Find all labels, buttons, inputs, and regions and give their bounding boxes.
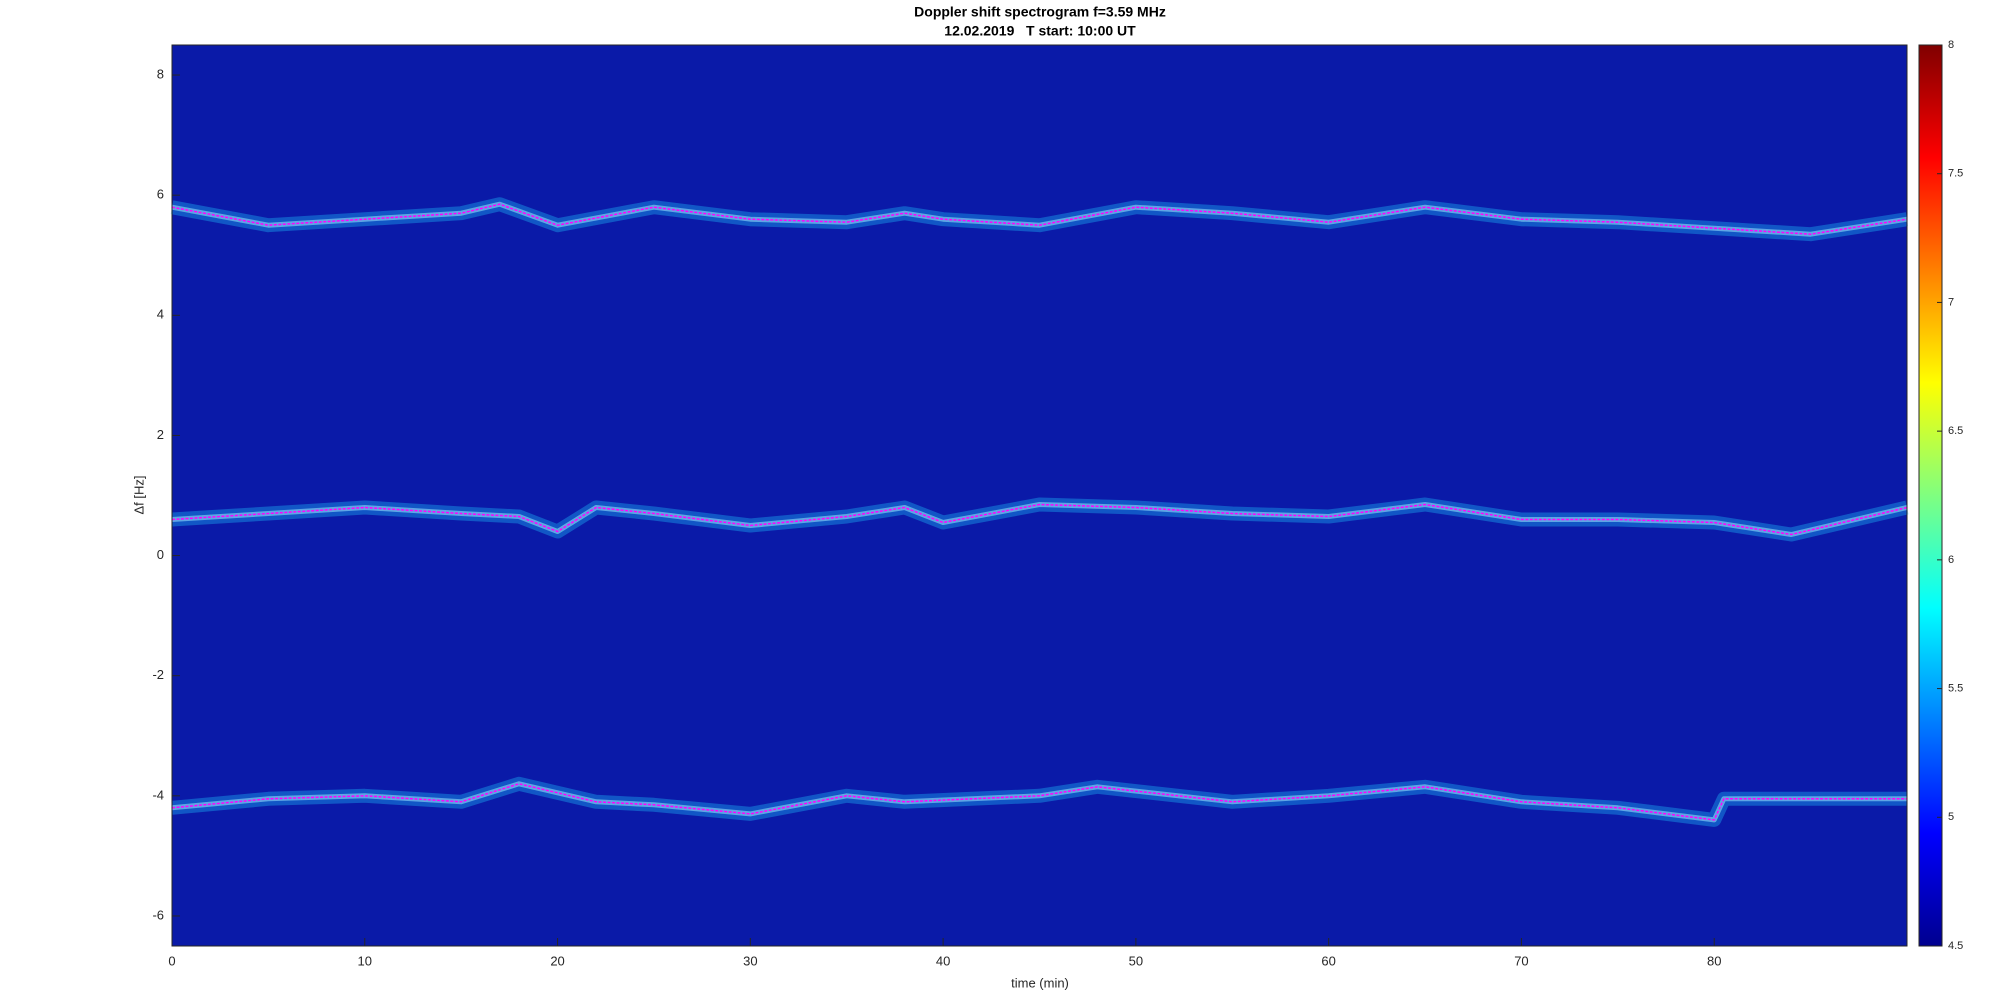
chart-title: Doppler shift spectrogram f=3.59 MHz xyxy=(914,4,1166,20)
trace-line xyxy=(171,203,1908,235)
trace-line xyxy=(171,503,1908,536)
y-tick-label: 2 xyxy=(157,427,164,442)
chart-subtitle: 12.02.2019 T start: 10:00 UT xyxy=(944,23,1136,39)
x-tick-label: 60 xyxy=(1321,953,1335,968)
y-tick-label: 8 xyxy=(157,66,164,81)
x-tick-label: 30 xyxy=(743,953,757,968)
x-tick-label: 50 xyxy=(1129,953,1143,968)
x-tick-label: 80 xyxy=(1707,953,1721,968)
colorbar-tick-label: 5.5 xyxy=(1948,682,1963,694)
colorbar-tick-label: 7.5 xyxy=(1948,168,1963,180)
y-tick-label: -6 xyxy=(152,907,164,922)
x-tick-label: 10 xyxy=(358,953,372,968)
colorbar-tick-label: 5 xyxy=(1948,811,1954,823)
x-tick-label: 70 xyxy=(1514,953,1528,968)
y-tick-label: -2 xyxy=(152,667,164,682)
colorbar-tick-label: 6 xyxy=(1948,554,1954,566)
axes-box xyxy=(171,44,1908,947)
y-tick-label: -4 xyxy=(152,787,164,802)
y-axis-label: Δf [Hz] xyxy=(131,475,146,514)
colorbar-tick-label: 4.5 xyxy=(1948,940,1963,952)
colorbar-tick-label: 6.5 xyxy=(1948,425,1963,437)
x-axis-label: time (min) xyxy=(1011,975,1069,990)
x-tick-label: 20 xyxy=(550,953,564,968)
trace-line xyxy=(171,783,1907,821)
x-tick-label: 40 xyxy=(936,953,950,968)
colorbar-tick-label: 7 xyxy=(1948,296,1954,308)
colorbar-tick-label: 8 xyxy=(1948,39,1954,51)
colorbar xyxy=(1918,44,1943,947)
y-tick-label: 4 xyxy=(157,307,164,322)
y-tick-label: 0 xyxy=(157,547,164,562)
y-tick-label: 6 xyxy=(157,187,164,202)
x-tick-label: 0 xyxy=(168,953,175,968)
